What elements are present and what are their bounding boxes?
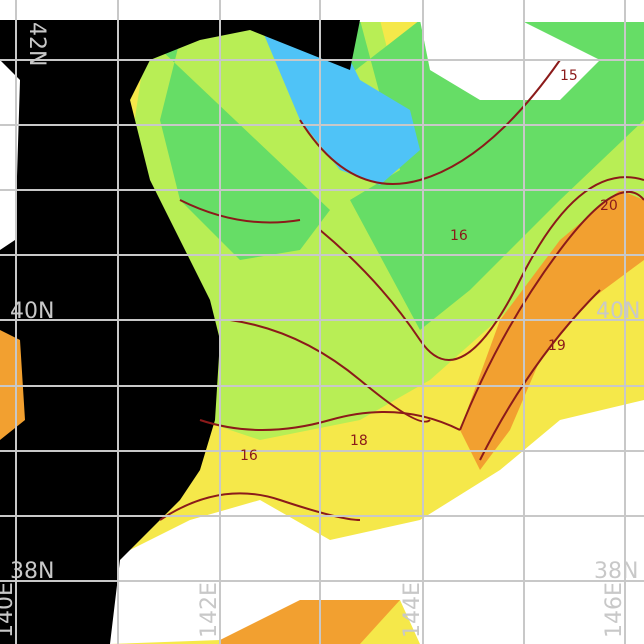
contour-label: 18 <box>350 433 368 449</box>
lon-label: 146E <box>602 582 627 638</box>
land-honshu <box>0 20 360 644</box>
sea-hot <box>460 190 644 470</box>
contour-label: 20 <box>600 198 618 214</box>
lon-label: 142E <box>197 582 222 638</box>
lat-label: 38N <box>10 559 54 584</box>
contour-label: 19 <box>548 338 566 354</box>
sea-cold <box>260 20 420 185</box>
lat-label: 42N <box>24 22 49 66</box>
lat-label: 38N <box>594 559 638 584</box>
no-data-top <box>0 0 644 22</box>
lat-label: 40N <box>10 299 54 324</box>
lat-label: 40N <box>596 299 640 324</box>
lon-label: 144E <box>400 582 425 638</box>
contour-label: 15 <box>560 68 578 84</box>
contour-label: 16 <box>240 448 258 464</box>
lon-label: 140E <box>0 582 18 638</box>
contour-label: 16 <box>450 228 468 244</box>
no-data-south <box>110 400 644 644</box>
